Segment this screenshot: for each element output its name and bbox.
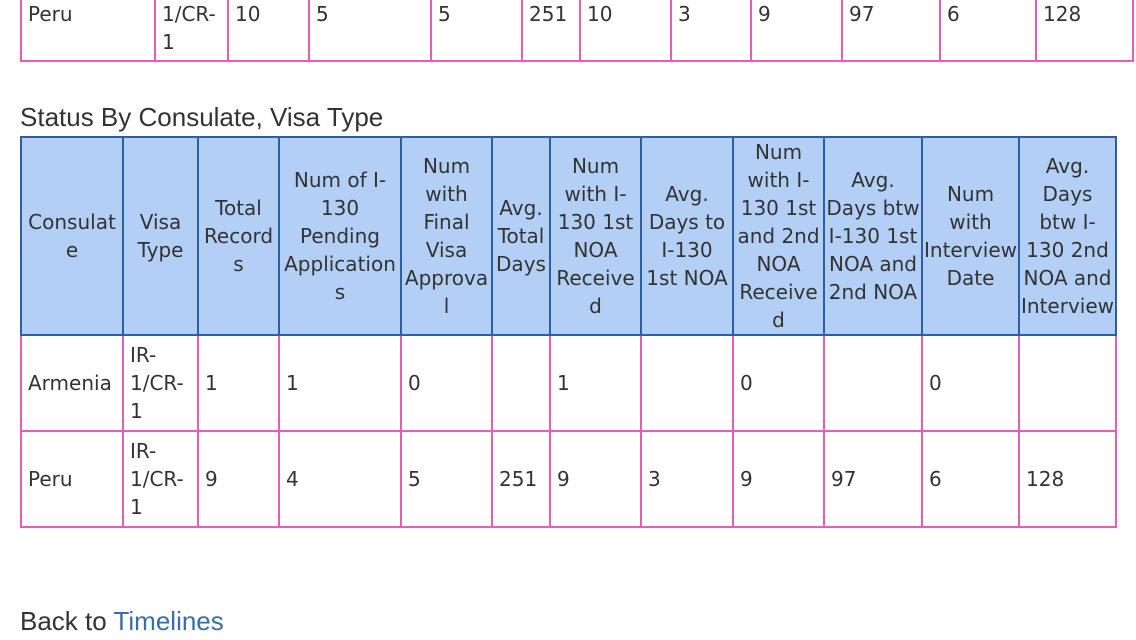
table-cell: 9 [549,430,642,528]
table-cell: 1 [278,334,402,432]
table-cell: 128 [1018,430,1117,528]
table-cell [823,334,923,432]
table-cell: 97 [841,0,941,62]
table-cell: 1 [197,334,280,432]
table-cell: 128 [1035,0,1134,62]
table-cell [1018,334,1117,432]
table-cell: 97 [823,430,923,528]
column-header-interview-date[interactable]: Num with Interview Date [921,136,1020,336]
timelines-link[interactable]: Timelines [113,606,224,636]
table-cell [491,334,551,432]
table-cell: Peru [20,430,124,528]
table-cell: 0 [732,334,825,432]
table-cell: 0 [921,334,1020,432]
column-header-total-records[interactable]: Total Records [197,136,280,336]
table-cell: IR-1/CR-1 [122,334,199,432]
table-cell: 6 [939,0,1037,62]
table-cell: 0 [400,334,493,432]
table-cell: 5 [308,0,432,62]
table-cell: 3 [670,0,752,62]
table-cell: 10 [227,0,310,62]
column-header-final-visa-approval[interactable]: Num with Final Visa Approval [400,136,493,336]
column-header-avg-days-to-1st-noa[interactable]: Avg. Days to I-130 1st NOA [640,136,734,336]
table-cell: 9 [732,430,825,528]
table-row: Peru IR-1/CR-1 10 5 5 251 10 3 9 97 6 12… [20,0,1134,62]
back-link-line: Back to Timelines [20,604,224,638]
table-cell: 5 [430,0,523,62]
table-header-row: Consulate Visa Type Total Records Num of… [20,136,1117,336]
table-cell: Armenia [20,334,124,432]
table-cell: 9 [750,0,843,62]
column-header-avg-total-days[interactable]: Avg. Total Days [491,136,551,336]
table-row: Armenia IR-1/CR-1 1 1 0 1 0 0 [20,334,1117,432]
column-header-visa-type[interactable]: Visa Type [122,136,199,336]
column-header-avg-days-1st-2nd-noa[interactable]: Avg. Days btw I-130 1st NOA and 2nd NOA [823,136,923,336]
column-header-consulate[interactable]: Consulate [20,136,124,336]
column-header-avg-days-2nd-noa-interview[interactable]: Avg. Days btw I-130 2nd NOA and Intervie… [1018,136,1117,336]
column-header-1st-noa-received[interactable]: Num with I-130 1st NOA Received [549,136,642,336]
table-cell: IR-1/CR-1 [154,0,229,62]
table-cell: 251 [521,0,581,62]
table-cell: IR-1/CR-1 [122,430,199,528]
status-by-consulate-table: Consulate Visa Type Total Records Num of… [20,136,1117,528]
table-cell [640,334,734,432]
back-prefix-text: Back to [20,606,107,636]
column-header-1st-2nd-noa-received[interactable]: Num with I-130 1st and 2nd NOA Received [732,136,825,336]
table-cell: 251 [491,430,551,528]
table-cell: 3 [640,430,734,528]
visa-type-text: IR-1/CR-1 [162,2,216,54]
section-title: Status By Consulate, Visa Type [20,102,384,132]
table-cell: 6 [921,430,1020,528]
table-cell: Peru [20,0,156,62]
table-cell: 5 [400,430,493,528]
table-cell: 10 [579,0,672,62]
table-cell: 1 [549,334,642,432]
consulate-summary-table: Peru IR-1/CR-1 10 5 5 251 10 3 9 97 6 12… [20,0,1134,62]
column-header-pending-applications[interactable]: Num of I-130 Pending Applications [278,136,402,336]
table-cell: 4 [278,430,402,528]
table-cell: 9 [197,430,280,528]
table-row: Peru IR-1/CR-1 9 4 5 251 9 3 9 97 6 128 [20,430,1117,528]
